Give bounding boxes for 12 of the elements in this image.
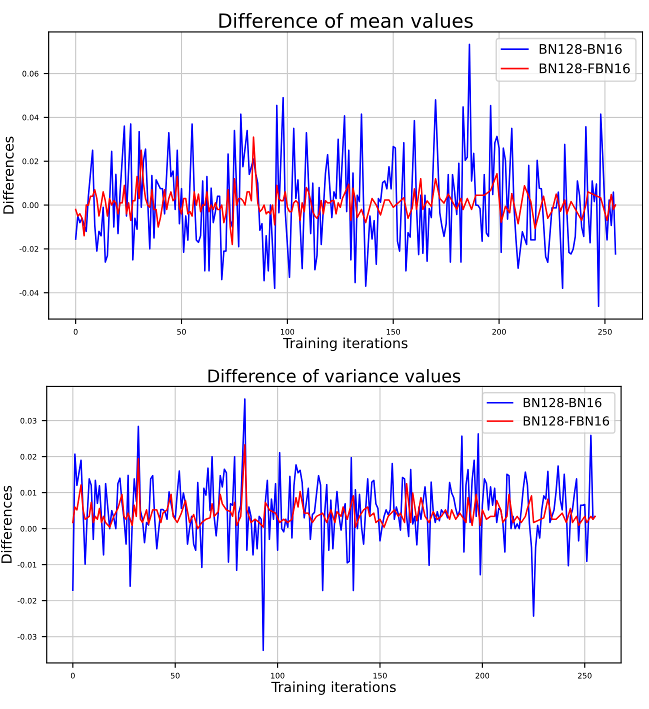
legend-label: BN128-BN16 — [540, 44, 622, 54]
chart-title: Difference of variance values — [208, 369, 460, 382]
legend-label: BN128-BN16 — [524, 398, 602, 408]
legend-label: BN128-FBN16 — [524, 416, 610, 426]
legend-label: BN128-FBN16 — [540, 63, 630, 74]
x-axis-title: Training iterations — [271, 681, 396, 695]
y-axis-title: Differences — [1, 486, 12, 563]
line-series — [74, 136, 616, 246]
line-series — [72, 444, 596, 530]
chart-title: Difference of mean values — [219, 12, 473, 28]
y-axis-title: Differences — [2, 136, 14, 214]
x-axis-title: Training iterations — [282, 338, 408, 351]
